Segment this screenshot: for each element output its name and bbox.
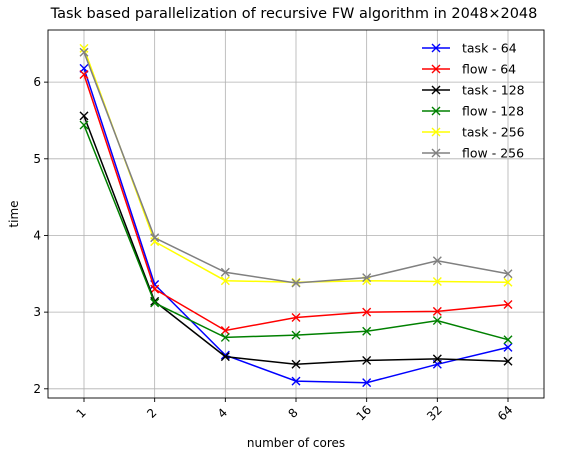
data-point bbox=[220, 332, 230, 342]
data-point bbox=[362, 378, 372, 388]
y-axis-label: time bbox=[7, 200, 21, 227]
data-point bbox=[220, 350, 230, 360]
y-tick-label: 2 bbox=[33, 382, 41, 396]
legend-item: flow - 256 bbox=[422, 146, 524, 161]
x-tick-label: 8 bbox=[286, 406, 301, 421]
data-point bbox=[362, 273, 372, 283]
x-tick-label: 16 bbox=[353, 403, 374, 424]
legend-label: task - 256 bbox=[462, 125, 525, 140]
data-point bbox=[503, 356, 513, 366]
x-axis-label: number of cores bbox=[247, 436, 345, 450]
series-layer bbox=[79, 43, 513, 388]
y-tick-label: 3 bbox=[33, 305, 41, 319]
data-point bbox=[291, 376, 301, 386]
y-tick-label: 6 bbox=[33, 75, 41, 89]
data-point bbox=[79, 43, 89, 53]
x-tick-label: 4 bbox=[215, 406, 230, 421]
data-point bbox=[503, 299, 513, 309]
data-point bbox=[432, 306, 442, 316]
data-point bbox=[150, 233, 160, 243]
data-point bbox=[150, 284, 160, 294]
legend-marker bbox=[431, 85, 441, 95]
legend-marker bbox=[431, 148, 441, 158]
chart-title: Task based parallelization of recursive … bbox=[50, 6, 538, 22]
x-tick-label: 2 bbox=[144, 406, 159, 421]
legend-marker bbox=[431, 127, 441, 137]
y-tick-label: 5 bbox=[33, 152, 41, 166]
legend-label: flow - 64 bbox=[462, 62, 516, 77]
data-point bbox=[503, 269, 513, 279]
data-point bbox=[79, 47, 89, 57]
series-flow-128 bbox=[79, 120, 513, 345]
x-tick-label: 32 bbox=[424, 403, 445, 424]
data-point bbox=[291, 278, 301, 288]
data-point bbox=[432, 276, 442, 286]
series-flow-64 bbox=[79, 69, 513, 336]
y-tick-label: 4 bbox=[33, 228, 41, 242]
data-point bbox=[150, 298, 160, 308]
legend-label: task - 128 bbox=[462, 83, 525, 98]
x-tick-label: 64 bbox=[495, 403, 516, 424]
data-point bbox=[362, 326, 372, 336]
data-point bbox=[220, 352, 230, 362]
legend: task - 64 flow - 64 task - 128 flow - 128 ta… bbox=[422, 41, 525, 161]
series-flow-256 bbox=[79, 47, 513, 288]
data-point bbox=[503, 342, 513, 352]
data-point bbox=[220, 267, 230, 277]
legend-marker bbox=[431, 43, 441, 53]
legend-label: flow - 128 bbox=[462, 104, 524, 119]
data-point bbox=[220, 276, 230, 286]
data-point bbox=[79, 69, 89, 79]
data-point bbox=[432, 316, 442, 326]
data-point bbox=[291, 330, 301, 340]
data-point bbox=[362, 307, 372, 317]
x-tick-label: 1 bbox=[74, 406, 89, 421]
data-point bbox=[79, 120, 89, 130]
legend-item: task - 256 bbox=[422, 125, 525, 140]
legend-item: task - 64 bbox=[422, 41, 517, 56]
data-point bbox=[503, 277, 513, 287]
legend-marker bbox=[431, 106, 441, 116]
data-point bbox=[362, 355, 372, 365]
legend-label: flow - 256 bbox=[462, 146, 524, 161]
legend-item: flow - 128 bbox=[422, 104, 524, 119]
data-point bbox=[79, 111, 89, 121]
data-point bbox=[503, 335, 513, 345]
legend-item: task - 128 bbox=[422, 83, 525, 98]
data-point bbox=[291, 359, 301, 369]
data-point bbox=[220, 326, 230, 336]
data-point bbox=[432, 256, 442, 266]
legend-label: task - 64 bbox=[462, 41, 517, 56]
data-point bbox=[432, 354, 442, 364]
legend-marker bbox=[431, 64, 441, 74]
legend-item: flow - 64 bbox=[422, 62, 516, 77]
data-point bbox=[291, 313, 301, 322]
